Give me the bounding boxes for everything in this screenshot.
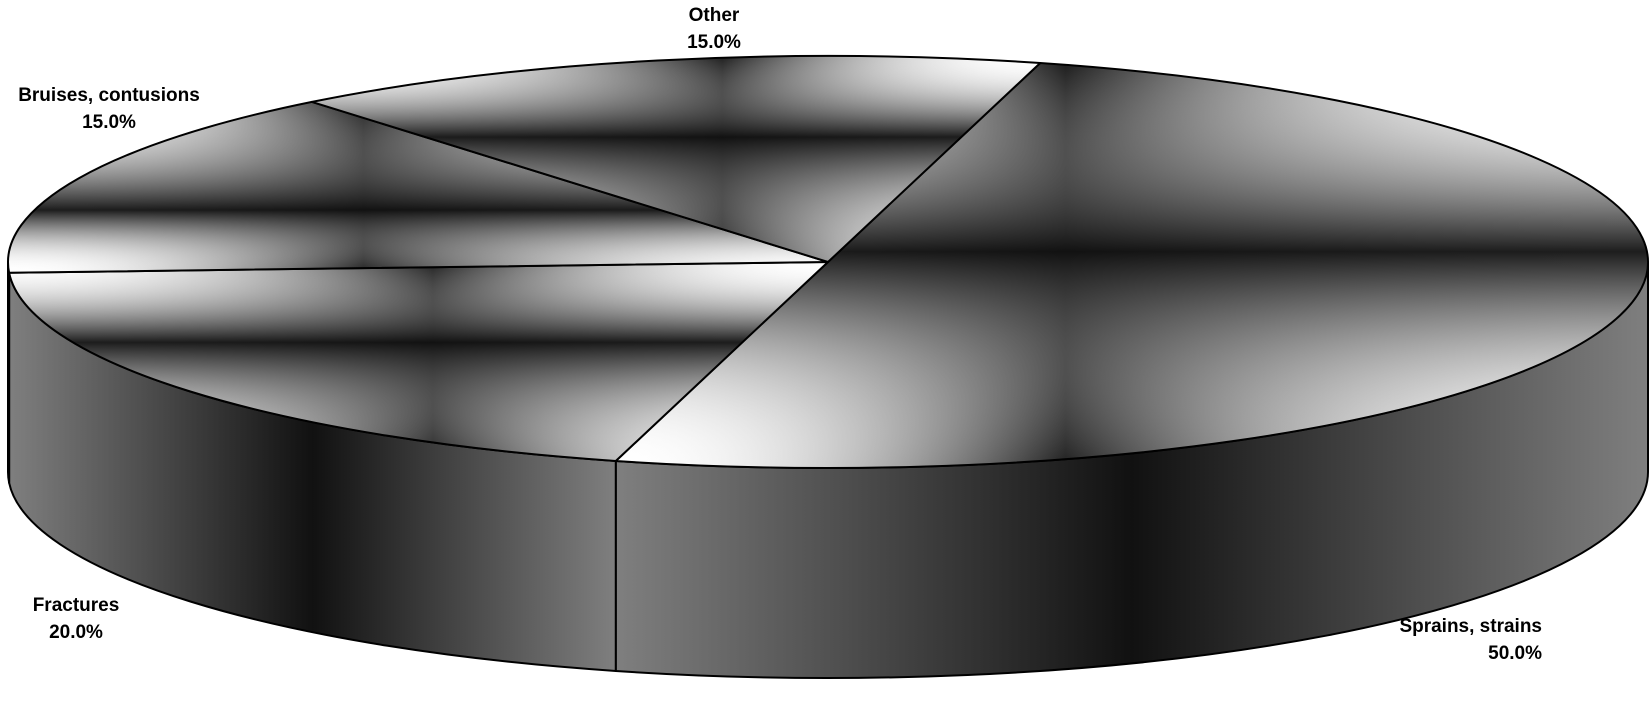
pie-slice-bruises-contusions xyxy=(7,100,829,274)
slice-label-sprains-strains: Sprains, strains 50.0% xyxy=(1399,616,1542,664)
slice-label-bruises-contusions: Bruises, contusions 15.0% xyxy=(18,85,200,133)
slice-percent: 20.0% xyxy=(49,622,103,643)
slice-category: Other xyxy=(689,5,740,26)
slice-percent: 15.0% xyxy=(687,32,741,53)
slice-percent: 15.0% xyxy=(82,112,136,133)
pie-side-bruises-contusions xyxy=(7,261,11,484)
pie-slice-other xyxy=(310,55,1042,263)
slice-percent: 50.0% xyxy=(1488,643,1542,664)
pie-top-layer xyxy=(7,55,1649,470)
slice-category: Sprains, strains xyxy=(1399,616,1542,637)
pie-label-layer: Sprains, strains 50.0% Fractures 20.0% Bruis… xyxy=(18,5,1542,664)
slice-category: Bruises, contusions xyxy=(18,85,200,106)
slice-label-fractures: Fractures 20.0% xyxy=(33,595,120,643)
pie-slice-sprains-strains xyxy=(614,62,1649,470)
slice-category: Fractures xyxy=(33,595,120,616)
pie-slice-fractures xyxy=(8,261,829,462)
slice-label-other: Other 15.0% xyxy=(687,5,741,53)
